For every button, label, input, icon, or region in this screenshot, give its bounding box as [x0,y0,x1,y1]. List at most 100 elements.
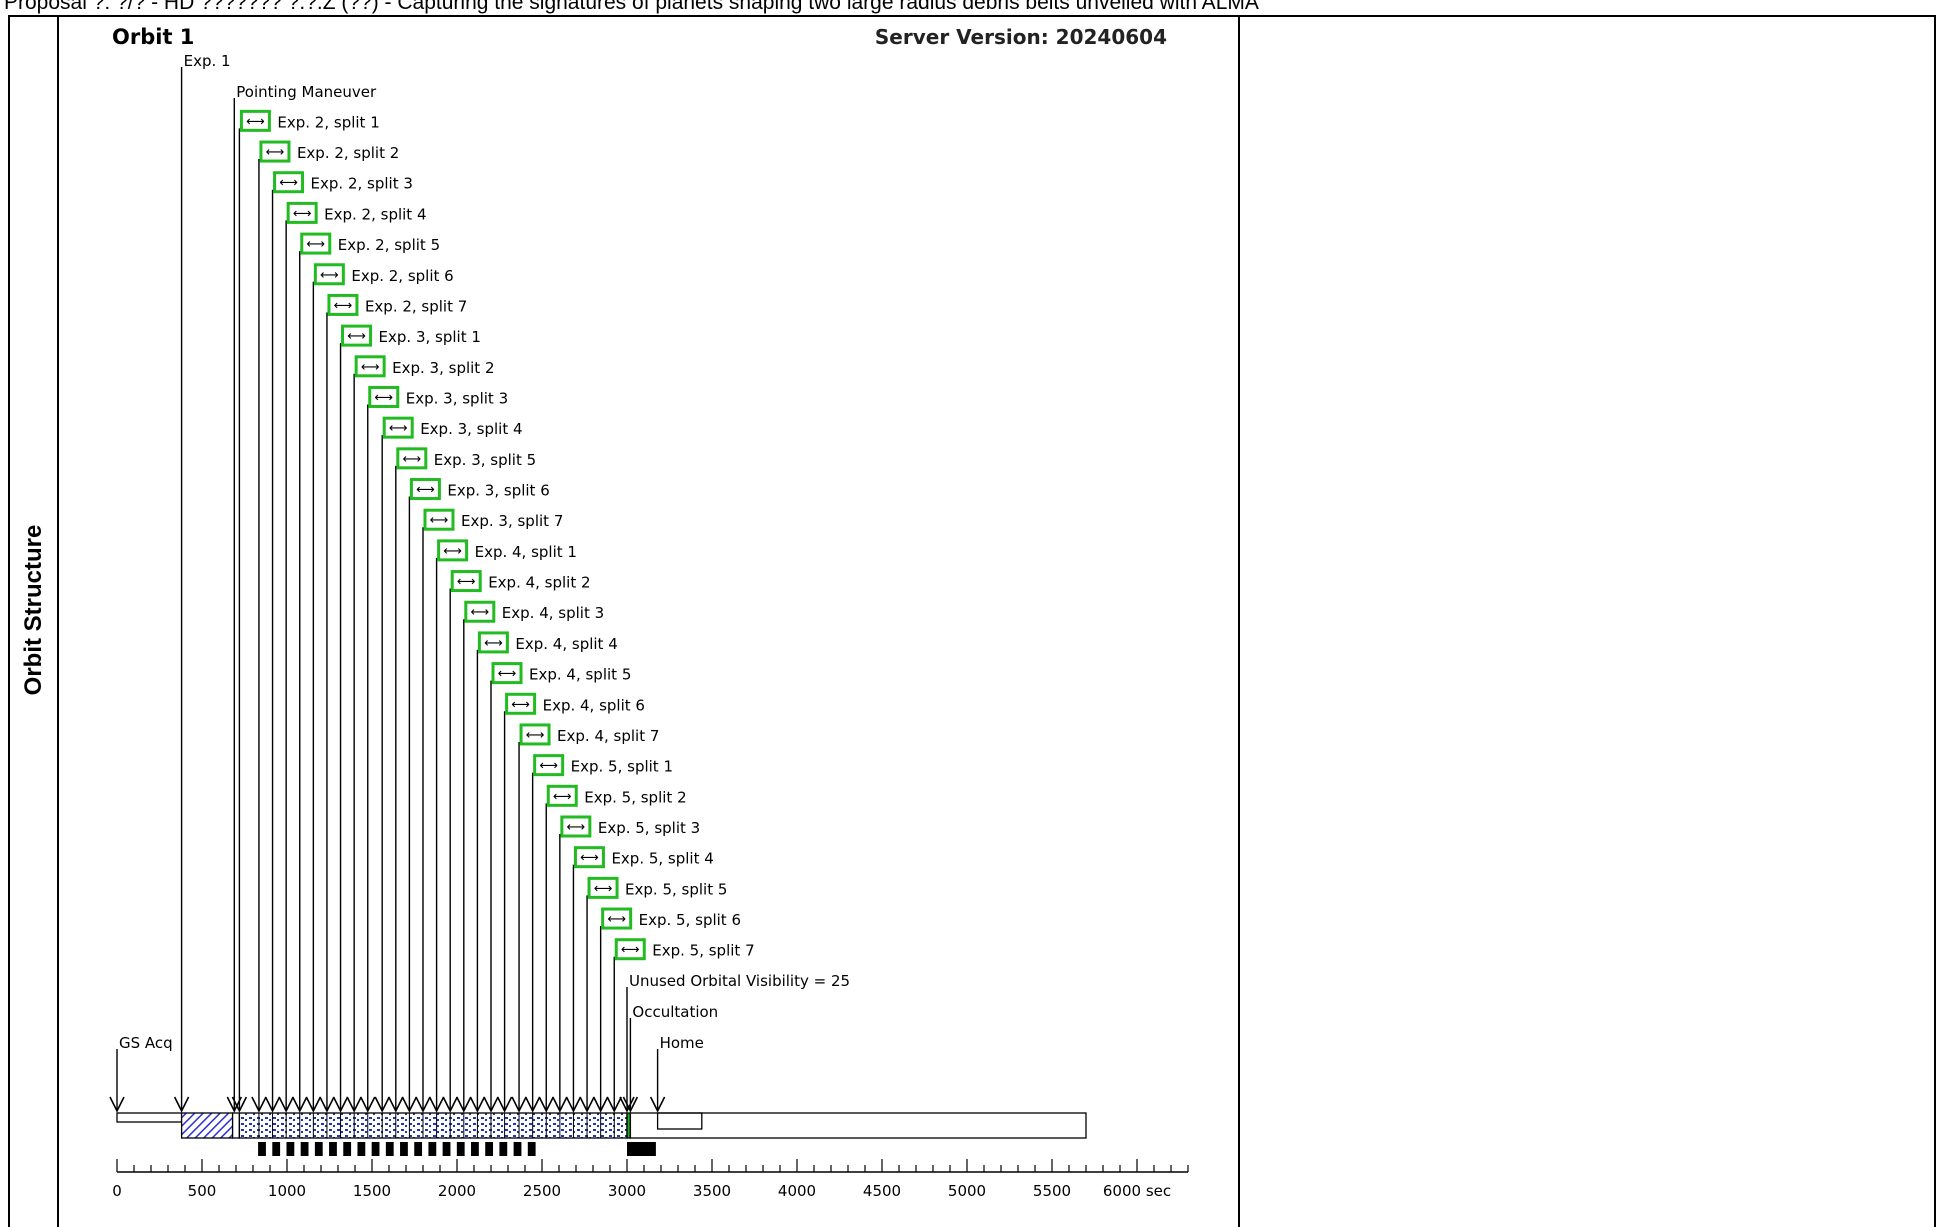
split-icon [601,907,633,930]
event-arrow [305,1096,322,1113]
event-arrow [649,1096,666,1113]
split-icon-glyph: ⟷ [470,605,489,620]
split-icon [341,324,373,347]
event-label: Exp. 3, split 1 [379,328,481,346]
event-label: Exp. 3, split 7 [461,512,563,530]
split-icon-glyph: ⟷ [334,298,353,313]
split-icon-glyph: ⟷ [607,912,626,927]
split-icon-glyph: ⟷ [266,145,285,160]
split-icon [450,570,482,593]
split-icon [259,140,291,163]
event-label: Home [660,1034,704,1052]
split-icon [533,754,565,777]
visibility-dash [414,1142,423,1156]
visibility-dash [456,1142,465,1156]
split-icon-glyph: ⟷ [526,728,545,743]
event-label: Exp. 5, split 7 [652,942,754,960]
split-icon-glyph: ⟷ [389,421,408,436]
event-label: Exp. 3, split 4 [420,420,522,438]
split-icon [614,938,646,961]
split-icon-glyph: ⟷ [320,268,339,283]
visibility-dash [471,1142,479,1156]
visibility-dash [428,1142,437,1156]
event-label: Exp. 4, split 4 [515,635,617,653]
split-icon-glyph: ⟷ [374,390,393,405]
event-label: Exp. 2, split 7 [365,297,467,315]
axis-tick-label: 1000 [268,1182,306,1200]
panel-divider [1238,17,1240,1227]
visibility-dash [385,1142,394,1156]
event-label: Exp. 4, split 6 [543,696,645,714]
event-arrow [374,1096,390,1113]
bar-segment-occultation [629,1112,1087,1139]
split-icon [313,263,345,286]
event-arrow [319,1096,335,1113]
split-icon [464,600,496,623]
occultation-bar [627,1142,656,1156]
event-arrow [292,1096,308,1113]
bar-segment-splits [238,1112,628,1139]
split-icon-glyph: ⟷ [511,697,530,712]
event-label: Exp. 4, split 7 [557,727,659,745]
split-icon [286,201,318,224]
axis-tick-label: 4000 [778,1182,816,1200]
split-icon-glyph: ⟷ [484,636,503,651]
split-icon [327,293,359,316]
event-arrow [456,1096,472,1113]
visibility-dash [272,1142,281,1156]
visibility-dash [258,1142,266,1156]
axis-tick-label: 0 [112,1182,122,1200]
event-label: GS Acq [119,1034,173,1052]
side-column [10,17,59,1227]
split-icon [239,109,271,132]
visibility-dash [442,1142,451,1156]
event-arrow [346,1096,362,1113]
split-icon-glyph: ⟷ [553,789,572,804]
event-label: Occultation [632,1003,718,1021]
event-label: Exp. 5, split 1 [571,758,673,776]
event-arrow [524,1096,541,1113]
bar-segment-maneuver [231,1112,241,1139]
split-icon-glyph: ⟷ [246,114,265,129]
split-icon-glyph: ⟷ [416,483,435,498]
event-arrow [332,1096,349,1113]
event-label: Exp. 2, split 3 [311,175,413,193]
event-arrow [388,1096,404,1113]
split-icon [505,692,537,715]
event-arrow [278,1096,294,1113]
bar-segment-gs-acq [116,1112,183,1123]
split-icon [382,416,414,439]
split-icon [519,723,551,746]
event-label: Exp. 1 [184,52,231,70]
visibility-dash [343,1142,352,1156]
split-icon-glyph: ⟷ [361,360,380,375]
event-arrow [496,1096,513,1113]
split-icon-glyph: ⟷ [567,820,586,835]
split-icon [560,815,592,838]
event-arrow [619,1096,635,1113]
split-icon [587,876,619,899]
event-label: Exp. 2, split 2 [297,144,399,162]
event-label: Exp. 4, split 5 [529,666,631,684]
split-icon-glyph: ⟷ [347,329,366,344]
event-group: GS Acq Exp. 1 Pointing Maneuver ⟷ Exp. 2, sp… [109,52,850,1113]
proposal-title: Proposal ?: ?/? - HD ??????? ?.?.Z (??) … [4,0,1259,14]
event-arrow [511,1096,527,1113]
time-axis: 0 500 1000 1500 2000 2500 3000 3500 4000 4500 5000… [112,1159,1189,1200]
event-label: Exp. 2, split 6 [351,267,453,285]
event-label: Exp. 5, split 6 [639,911,741,929]
event-arrow [442,1096,458,1113]
axis-tick-label: 2500 [523,1182,561,1200]
visibility-dash [371,1142,380,1156]
event-arrow [428,1096,445,1113]
split-icon [491,662,523,685]
split-icon-glyph: ⟷ [402,452,421,467]
split-icon [573,846,605,869]
timeline-bars [116,1112,1087,1156]
split-icon [423,508,455,531]
event-label: Exp. 3, split 3 [406,389,508,407]
axis-tick-label: 500 [188,1182,217,1200]
split-icon [354,355,386,378]
split-icon [409,478,441,501]
